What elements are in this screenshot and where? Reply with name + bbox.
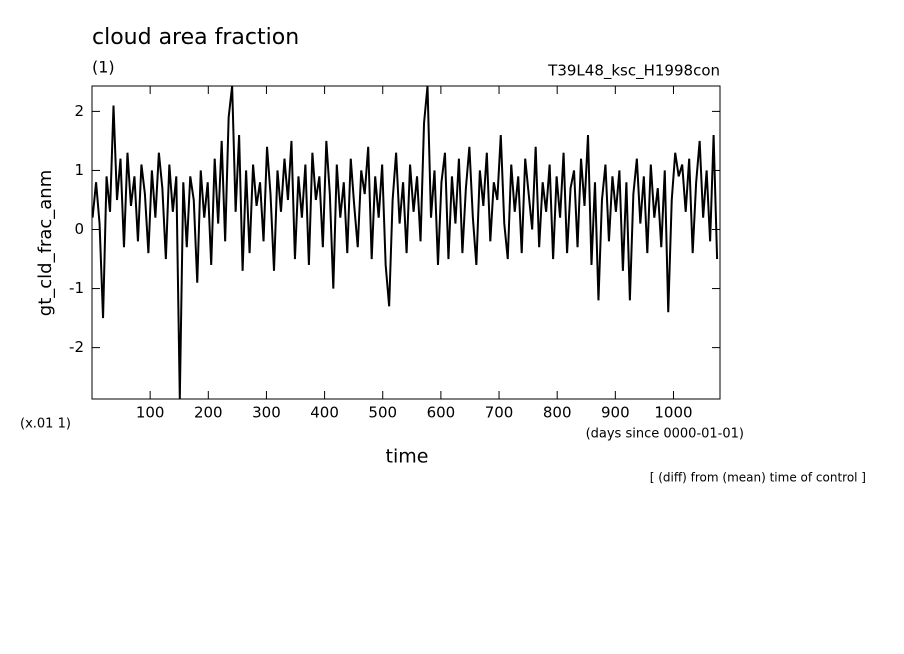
x-tick-label: 800 xyxy=(543,404,572,422)
note: [ (diff) from (mean) time of control ] xyxy=(650,471,866,485)
x-axis-unit: (days since 0000-01-01) xyxy=(586,427,744,442)
data-line xyxy=(92,86,719,399)
x-tick-label: 1000 xyxy=(654,404,692,422)
x-tick-label: 500 xyxy=(368,404,397,422)
x-tick-label: 900 xyxy=(601,404,630,422)
y-axis-label: gt_cld_frac_anm xyxy=(35,170,56,316)
y-tick-label: -2 xyxy=(69,338,84,356)
x-tick-label: 200 xyxy=(194,404,223,422)
x-tick-label: 700 xyxy=(485,404,514,422)
y-tick-label: -1 xyxy=(69,279,84,297)
x-tick-label: 100 xyxy=(136,404,165,422)
run-label: T39L48_ksc_H1998con xyxy=(547,62,720,81)
x-axis-label: time xyxy=(386,446,429,468)
x-tick-label: 600 xyxy=(427,404,456,422)
chart-title: cloud area fraction xyxy=(92,25,299,50)
y-tick-label: 1 xyxy=(74,161,84,179)
plot-frame xyxy=(91,85,721,400)
y-axis-unit: (x.01 1) xyxy=(20,417,71,432)
chart-subtitle: (1) xyxy=(92,58,115,77)
x-tick-label: 400 xyxy=(310,404,339,422)
y-tick-label: 2 xyxy=(74,102,84,120)
x-tick-label: 300 xyxy=(252,404,281,422)
y-tick-label: 0 xyxy=(74,220,84,238)
